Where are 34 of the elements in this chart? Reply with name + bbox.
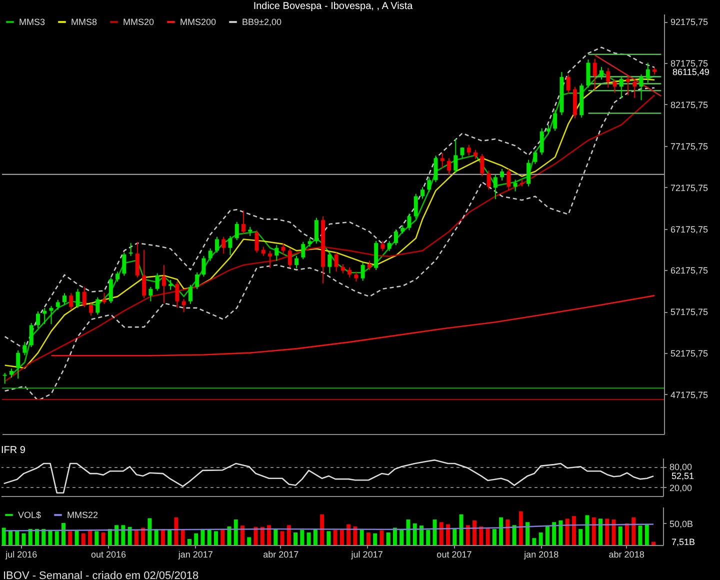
y-tick-label: 82175,75: [670, 100, 708, 110]
legend-label: MMS3: [19, 17, 46, 27]
legend-label: VOL$: [18, 510, 42, 520]
chart-title: Indice Bovespa - Ibovespa, , A Vista: [253, 1, 414, 12]
y-tick-label: 62175,75: [670, 266, 708, 276]
y-tick-label: 50,0B: [670, 518, 694, 529]
x-tick-label: out 2017: [436, 550, 472, 560]
x-tick-label: jul 2017: [350, 550, 383, 560]
y-tick-label: 87175,75: [670, 58, 708, 69]
y-tick-label: 92175,75: [670, 17, 708, 28]
y-tick-label: 67175,75: [670, 224, 708, 234]
legend-label: MMS20: [123, 17, 154, 27]
x-tick-label: abr 2018: [608, 550, 644, 560]
x-tick-label: abr 2017: [263, 550, 299, 560]
y-tick-label: 57175,75: [670, 307, 708, 318]
legend-label: MMS22: [67, 510, 98, 520]
legend-label: BB9±2,00: [242, 17, 282, 27]
x-tick-label: jan 2017: [177, 550, 213, 560]
y-tick-label: 77175,75: [670, 141, 708, 152]
x-tick-label: jan 2018: [523, 550, 559, 560]
chart-title: IFR 9: [1, 445, 26, 456]
annotation: 86115,49: [672, 66, 710, 77]
x-tick-label: out 2016: [90, 550, 126, 560]
annotation: 52,51: [672, 471, 694, 482]
y-tick-label: 80,00: [670, 462, 692, 472]
text: IBOV - Semanal - criado em 02/05/2018: [2, 569, 200, 580]
legend-label: MMS8: [71, 17, 98, 27]
y-tick-label: 47175,75: [670, 390, 708, 400]
x-tick-label: jul 2016: [4, 550, 38, 560]
annotation: 7,51B: [672, 536, 696, 547]
y-tick-label: 20,00: [670, 482, 692, 493]
y-tick-label: 52175,75: [670, 348, 708, 359]
legend-label: MMS200: [180, 17, 216, 27]
y-tick-label: 72175,75: [670, 182, 708, 193]
